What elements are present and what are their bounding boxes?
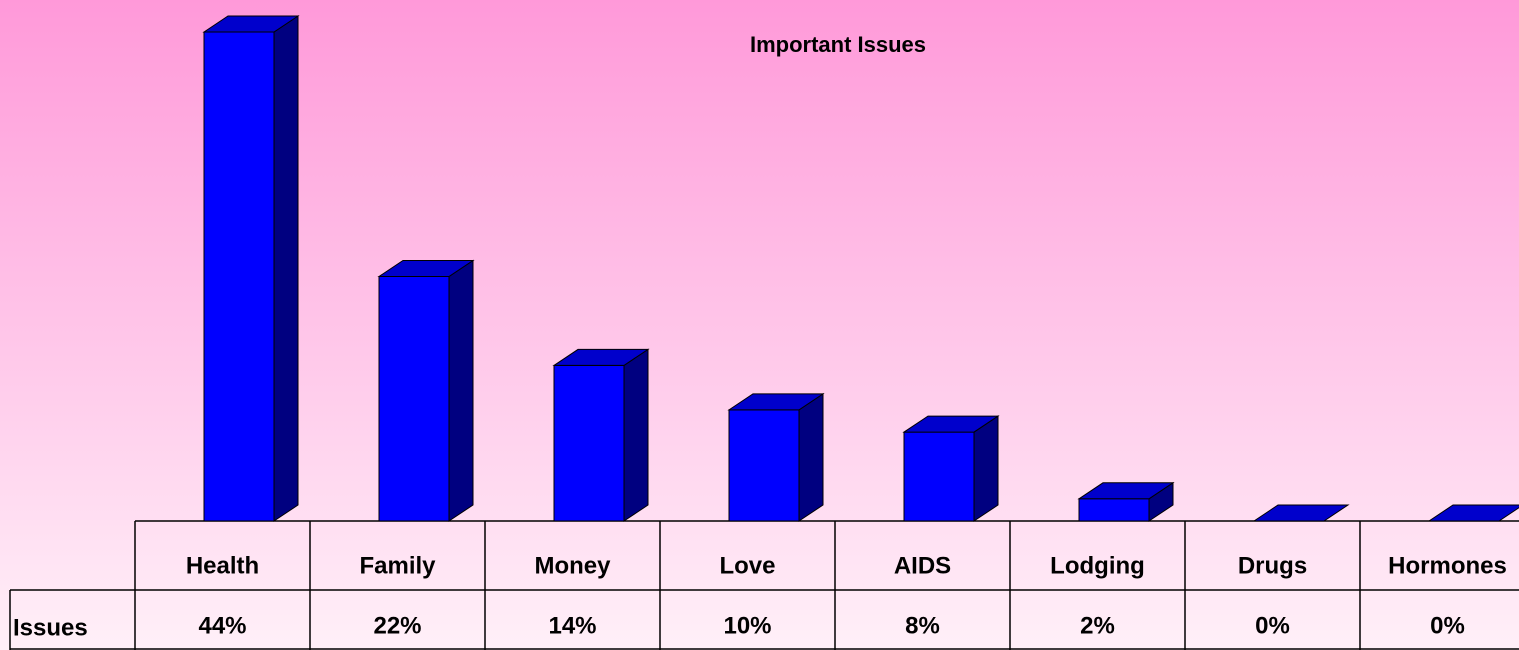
category-label: Money — [534, 552, 611, 579]
bar — [377, 259, 475, 522]
value-label: 0% — [1430, 612, 1465, 639]
bar-top — [902, 415, 1000, 433]
bar-front — [203, 31, 275, 522]
value-label: 22% — [373, 612, 421, 639]
value-label: 14% — [548, 612, 596, 639]
category-label: Love — [719, 552, 775, 579]
bar-top — [727, 393, 825, 411]
bar-side — [798, 392, 824, 522]
bar — [1252, 504, 1350, 522]
bar — [902, 415, 1000, 522]
category-label: Family — [359, 552, 436, 579]
category-label: Drugs — [1238, 552, 1307, 579]
bar-front — [1078, 498, 1150, 522]
bar-side — [273, 15, 299, 522]
bar-side — [448, 259, 474, 522]
bar-side — [973, 415, 999, 522]
bar-front — [378, 276, 450, 522]
bar — [552, 348, 650, 522]
bar — [1077, 481, 1175, 522]
category-label: Hormones — [1388, 552, 1507, 579]
value-label: 2% — [1080, 612, 1115, 639]
bar-side — [623, 348, 649, 522]
bar-top — [1427, 504, 1519, 522]
value-label: 44% — [198, 612, 246, 639]
bar — [1427, 504, 1519, 522]
bar-front — [728, 409, 800, 522]
bar-top — [552, 348, 650, 366]
bar-top — [1077, 482, 1175, 500]
bar — [727, 392, 825, 522]
bar-top — [202, 15, 300, 33]
legend-label: Issues — [13, 614, 88, 641]
bar-top — [377, 260, 475, 277]
value-label: 8% — [905, 612, 940, 639]
category-label: Health — [186, 552, 259, 579]
value-label: 10% — [723, 612, 771, 639]
chart-title: Important Issues — [750, 32, 926, 57]
bar — [202, 15, 300, 522]
category-label: Lodging — [1050, 552, 1145, 579]
value-label: 0% — [1255, 612, 1290, 639]
bar-front — [903, 431, 975, 522]
bar-front — [553, 364, 625, 522]
bar-top — [1252, 504, 1350, 522]
category-label: AIDS — [894, 552, 951, 579]
